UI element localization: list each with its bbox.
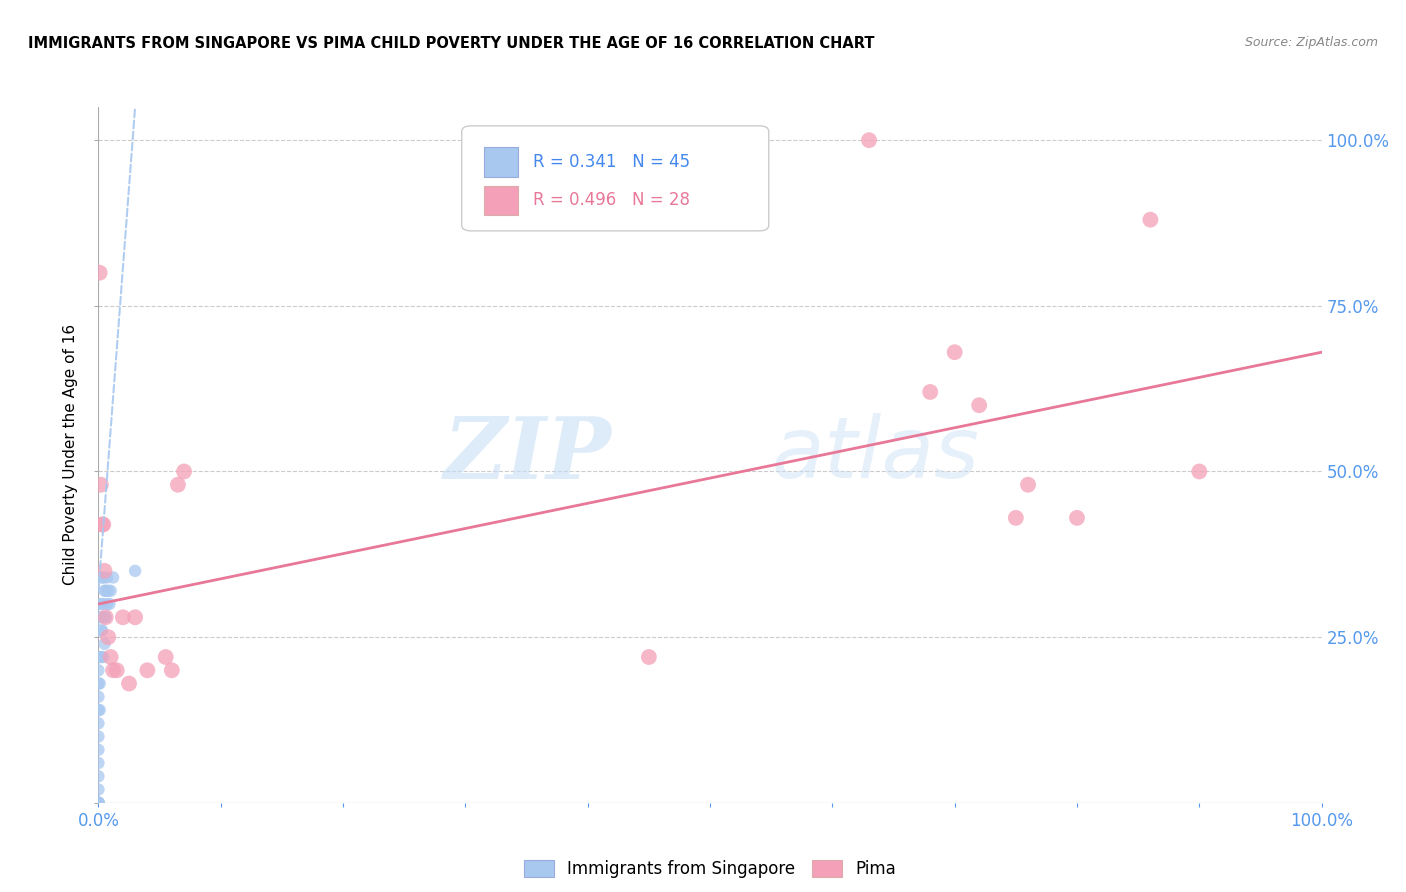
Point [89,610,111,624]
Point [87,730,110,744]
Point [87,756,110,770]
Point [91,517,114,532]
Point [87,703,110,717]
Point [105,663,128,677]
Text: R = 0.496   N = 28: R = 0.496 N = 28 [533,191,690,210]
Point [136,663,159,677]
Point [89,676,111,690]
Text: IMMIGRANTS FROM SINGAPORE VS PIMA CHILD POVERTY UNDER THE AGE OF 16 CORRELATION : IMMIGRANTS FROM SINGAPORE VS PIMA CHILD … [28,36,875,51]
Point [101,663,124,677]
Point [90,624,112,638]
Point [94,610,117,624]
Point [100,650,122,665]
Point [1004,511,1026,525]
Point [93,564,115,578]
Point [91,517,114,532]
Point [638,650,661,665]
Point [1188,465,1211,479]
Y-axis label: Child Poverty Under the Age of 16: Child Poverty Under the Age of 16 [63,325,79,585]
Point [93,637,115,651]
Point [87,796,110,810]
Point [118,676,141,690]
Point [90,477,112,491]
Point [87,716,110,731]
Point [124,564,146,578]
Point [87,769,110,783]
Point [173,465,195,479]
Point [124,610,146,624]
Point [97,583,120,598]
Point [91,624,114,638]
Point [87,690,110,704]
Text: atlas: atlas [772,413,979,497]
Bar [484,147,517,177]
Point [98,597,121,611]
Point [89,650,111,665]
Bar [484,186,517,215]
Point [920,384,942,399]
Point [97,630,120,644]
Point [967,398,990,412]
Point [96,597,118,611]
Point [101,570,124,584]
Point [91,650,114,665]
Point [87,796,110,810]
Point [89,703,111,717]
Point [858,133,880,147]
Point [160,663,183,677]
Point [87,796,110,810]
Point [87,782,110,797]
Point [87,796,110,810]
Point [91,570,114,584]
Point [87,796,110,810]
FancyBboxPatch shape [461,126,769,231]
Text: R = 0.341   N = 45: R = 0.341 N = 45 [533,153,690,171]
Point [87,796,110,810]
Point [91,610,114,624]
Point [87,796,110,810]
Legend: Immigrants from Singapore, Pima: Immigrants from Singapore, Pima [517,854,903,885]
Point [1139,212,1161,227]
Point [87,743,110,757]
Point [155,650,177,665]
Point [96,570,118,584]
Point [87,796,110,810]
Point [91,570,114,584]
Point [111,610,134,624]
Text: ZIP: ZIP [444,413,612,497]
Point [93,610,115,624]
Point [167,477,190,491]
Point [94,610,117,624]
Point [87,676,110,690]
Point [943,345,966,359]
Point [87,796,110,810]
Point [87,663,110,677]
Text: Source: ZipAtlas.com: Source: ZipAtlas.com [1244,36,1378,49]
Point [87,796,110,810]
Point [93,583,115,598]
Point [90,650,112,665]
Point [91,597,114,611]
Point [90,597,112,611]
Point [94,583,117,598]
Point [1017,477,1039,491]
Point [1066,511,1088,525]
Point [89,266,111,280]
Point [100,583,122,598]
